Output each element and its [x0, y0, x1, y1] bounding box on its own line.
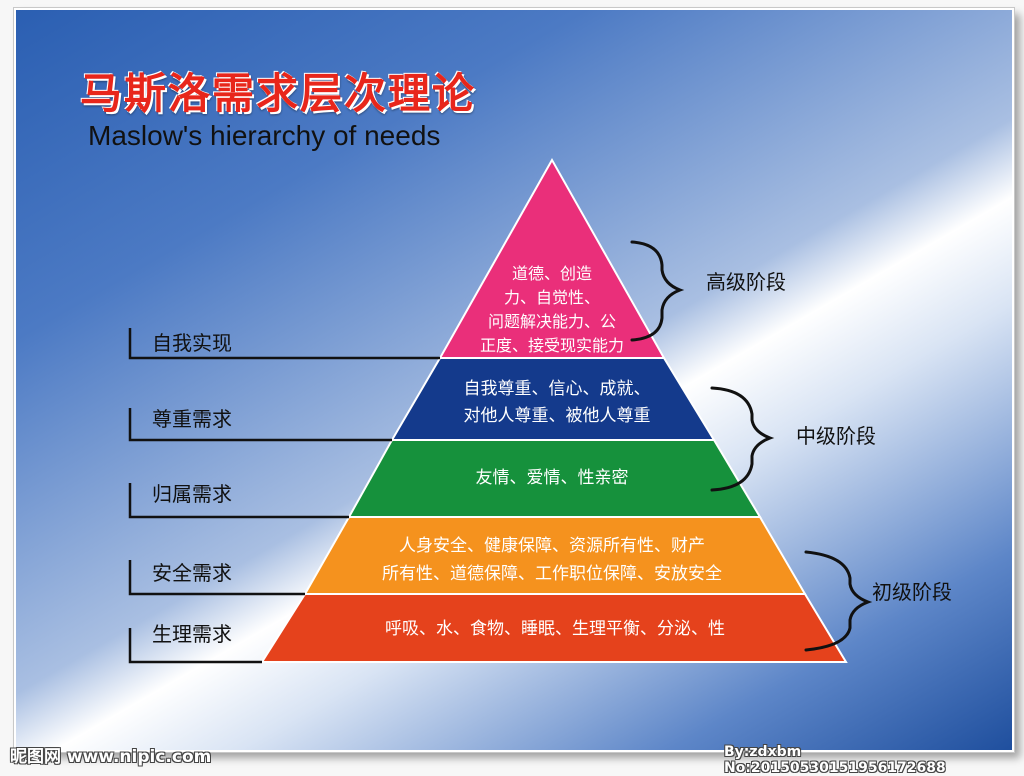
brace-low [804, 550, 873, 652]
level-text-safety: 人身安全、健康保障、资源所有性、财产 所有性、道德保障、工作职位保障、安放安全 [382, 536, 722, 584]
watermark-site: 昵图网 www.nipic.com [10, 747, 212, 767]
leader-line-safety [128, 560, 305, 596]
label-self-actualization: 自我实现 [152, 331, 232, 355]
level-text-esteem: 自我尊重、信心、成就、 对他人尊重、被他人尊重 [463, 379, 651, 426]
stage-label-high: 高级阶段 [706, 270, 786, 294]
stage-label-low: 初级阶段 [872, 580, 952, 604]
title-chinese: 马斯洛需求层次理论 [80, 69, 477, 118]
label-belonging-needs: 归属需求 [152, 482, 232, 506]
brace-mid [710, 386, 775, 492]
watermark-id: By:zdxbm No:20150530151956172688 [724, 744, 946, 776]
level-text-physiological: 呼吸、水、食物、睡眠、生理平衡、分泌、性 [385, 619, 725, 639]
level-text-belonging: 友情、爱情、性亲密 [475, 468, 629, 488]
title-english: Maslow's hierarchy of needs [88, 120, 441, 151]
leader-line-belonging [128, 483, 349, 519]
label-esteem-needs: 尊重需求 [152, 407, 232, 431]
label-safety-needs: 安全需求 [152, 561, 232, 585]
leader-line-self [128, 328, 440, 360]
leader-line-esteem [128, 408, 392, 442]
brace-high [630, 240, 685, 342]
stage-label-mid: 中级阶段 [796, 424, 876, 448]
label-physiological-needs: 生理需求 [152, 622, 232, 646]
leader-line-physiological [128, 628, 262, 664]
level-text-self-actualization: 道德、创造 力、自觉性、 问题解决能力、公 正度、接受现实能力 [479, 264, 624, 355]
level-physiological [260, 593, 848, 663]
